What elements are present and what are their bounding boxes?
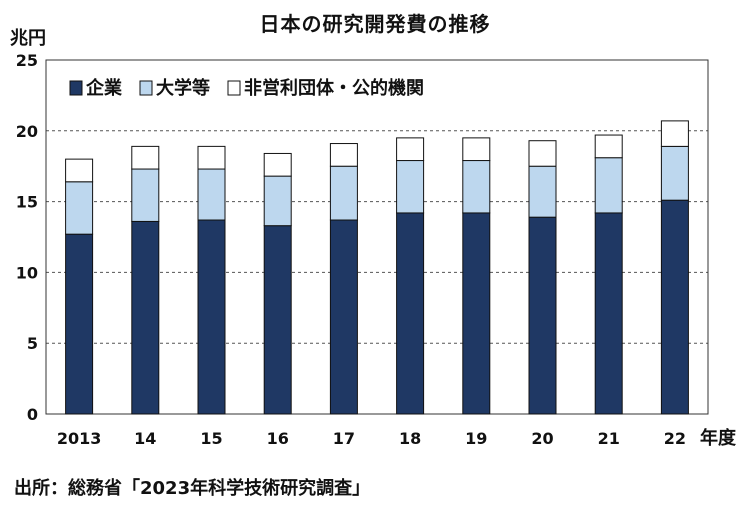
- bar-segment-3: [462, 137, 491, 162]
- legend-swatch: [69, 80, 83, 96]
- bar-segment-1: [660, 199, 689, 415]
- bar-segment-1: [65, 233, 94, 415]
- x-tick-label: 2013: [57, 429, 102, 448]
- bar-segment-2: [594, 157, 623, 214]
- x-axis-unit: 年度: [700, 428, 736, 449]
- bar-segment-3: [396, 137, 425, 162]
- chart-title: 日本の研究開発費の推移: [259, 12, 491, 36]
- x-tick-label: 16: [267, 429, 289, 448]
- bar-segment-1: [396, 212, 425, 415]
- y-tick-label: 10: [16, 263, 38, 282]
- bar-segment-3: [197, 145, 226, 170]
- bar-segment-3: [528, 140, 557, 167]
- x-tick-label: 15: [200, 429, 222, 448]
- bar-segment-1: [197, 219, 226, 415]
- bar-segment-3: [263, 152, 292, 177]
- x-tick-label: 17: [333, 429, 355, 448]
- bar-segment-1: [131, 220, 160, 415]
- x-tick-label: 21: [598, 429, 620, 448]
- bar-segment-2: [131, 168, 160, 222]
- bar-segment-2: [462, 160, 491, 214]
- x-tick-label: 18: [399, 429, 421, 448]
- bar-segment-2: [660, 145, 689, 201]
- x-tick-label: 20: [531, 429, 553, 448]
- x-tick-label: 22: [664, 429, 686, 448]
- x-tick-label: 19: [465, 429, 487, 448]
- y-axis-unit: 兆円: [10, 28, 46, 49]
- legend-label: 大学等: [156, 77, 210, 99]
- bar-segment-2: [197, 168, 226, 221]
- y-tick-label: 25: [16, 51, 38, 70]
- source-note: 出所：総務省「2023年科学技術研究調査」: [14, 478, 371, 499]
- bar-segment-2: [65, 181, 94, 235]
- bar-segment-2: [329, 165, 358, 221]
- bar-segment-3: [660, 120, 689, 147]
- x-tick-label: 14: [134, 429, 156, 448]
- bar-segment-2: [528, 165, 557, 218]
- bar-segment-3: [65, 158, 94, 183]
- bar-segment-1: [528, 216, 557, 415]
- legend-swatch: [227, 80, 241, 96]
- y-tick-label: 0: [27, 405, 38, 424]
- legend-swatch: [139, 80, 153, 96]
- bar-segment-1: [329, 219, 358, 415]
- plot-frame: [45, 59, 709, 415]
- legend-label: 非営利団体・公的機関: [244, 77, 424, 99]
- legend-label: 企業: [85, 77, 123, 99]
- bar-segment-1: [594, 212, 623, 415]
- bar-segment-2: [263, 175, 292, 227]
- y-tick-label: 20: [16, 122, 38, 141]
- bar-segment-2: [396, 160, 425, 214]
- bar-segment-3: [329, 143, 358, 167]
- y-tick-label: 15: [16, 193, 38, 212]
- y-tick-label: 5: [27, 334, 38, 353]
- bar-segment-3: [131, 145, 160, 170]
- bar-segment-1: [263, 225, 292, 415]
- bar-segment-3: [594, 134, 623, 159]
- bar-segment-1: [462, 212, 491, 415]
